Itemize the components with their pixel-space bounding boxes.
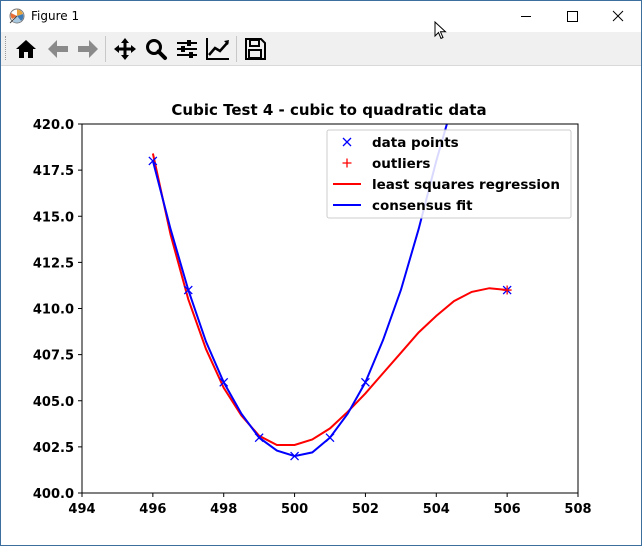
back-button[interactable] (45, 36, 71, 62)
toolbar-separator (105, 36, 106, 62)
plot-area: 494 496 498 500 502 504 506 508 400.0 402.5 405.0 4… (33, 118, 592, 517)
y-tick-label: 415.0 (33, 210, 74, 225)
x-tick-label: 508 (564, 502, 591, 517)
x-tick-label: 502 (352, 502, 379, 517)
mouse-cursor-icon (434, 21, 447, 40)
y-tick-label: 407.5 (33, 349, 74, 364)
minimize-button[interactable] (503, 1, 549, 31)
matplotlib-logo-icon (9, 8, 25, 24)
subplots-icon (177, 40, 197, 58)
y-tick-label: 402.5 (33, 441, 74, 456)
y-tick-label: 400.0 (33, 487, 74, 502)
data-point-marker (183, 285, 193, 295)
toolbar-grip[interactable] (5, 36, 9, 60)
figure-canvas[interactable]: Cubic Test 4 - cubic to quadratic data 4… (1, 66, 641, 545)
x-tick-label: 498 (210, 502, 237, 517)
x-tick-label: 504 (423, 502, 450, 517)
legend-label: data points (372, 135, 459, 151)
legend-marker-plus (342, 158, 352, 168)
pan-icon (114, 38, 136, 60)
pan-button[interactable] (112, 36, 138, 62)
home-icon (16, 40, 36, 58)
toolbar-separator (236, 36, 237, 62)
window-title: Figure 1 (31, 9, 80, 23)
outlier-marker (502, 285, 512, 295)
y-tick-label: 410.0 (33, 303, 74, 318)
y-tick-label: 405.0 (33, 395, 74, 410)
consensus-fit-line (151, 124, 448, 458)
legend-label: least squares regression (372, 177, 560, 193)
data-point-marker (325, 433, 335, 443)
customize-button[interactable] (205, 36, 231, 62)
save-icon (245, 38, 266, 60)
close-button[interactable] (595, 1, 641, 31)
y-tick-label: 420.0 (33, 118, 74, 133)
save-button[interactable] (242, 36, 268, 62)
legend-label: outliers (372, 156, 430, 172)
y-tick-label: 417.5 (33, 164, 74, 179)
data-point-marker (290, 451, 300, 461)
maximize-icon (567, 11, 578, 22)
data-point-marker (254, 433, 264, 443)
maximize-button[interactable] (549, 1, 595, 31)
legend-marker-x (342, 137, 352, 147)
home-button[interactable] (13, 36, 39, 62)
data-point-marker (219, 377, 229, 387)
regression-line (151, 153, 508, 446)
chart-title: Cubic Test 4 - cubic to quadratic data (171, 101, 486, 119)
x-tick-label: 506 (494, 502, 521, 517)
x-tick-label: 496 (139, 502, 166, 517)
edit-curves-icon (206, 38, 229, 60)
x-tick-label: 500 (281, 502, 308, 517)
close-icon (612, 10, 624, 22)
zoom-button[interactable] (143, 36, 169, 62)
title-bar[interactable]: Figure 1 (1, 1, 641, 31)
legend-label: consensus fit (372, 198, 473, 214)
subplots-button[interactable] (174, 36, 200, 62)
back-arrow-icon (48, 40, 68, 58)
minimize-icon (521, 16, 531, 17)
y-tick-label: 412.5 (33, 256, 74, 271)
chart-svg: Cubic Test 4 - cubic to quadratic data 4… (33, 101, 592, 517)
forward-arrow-icon (78, 40, 98, 58)
data-point-marker (148, 156, 158, 166)
legend-box (326, 129, 572, 219)
navigation-toolbar (1, 32, 641, 66)
zoom-icon (146, 39, 167, 60)
x-tick-label: 494 (68, 502, 95, 517)
data-point-marker (360, 377, 370, 387)
forward-button[interactable] (75, 36, 101, 62)
plot-frame (81, 123, 579, 494)
